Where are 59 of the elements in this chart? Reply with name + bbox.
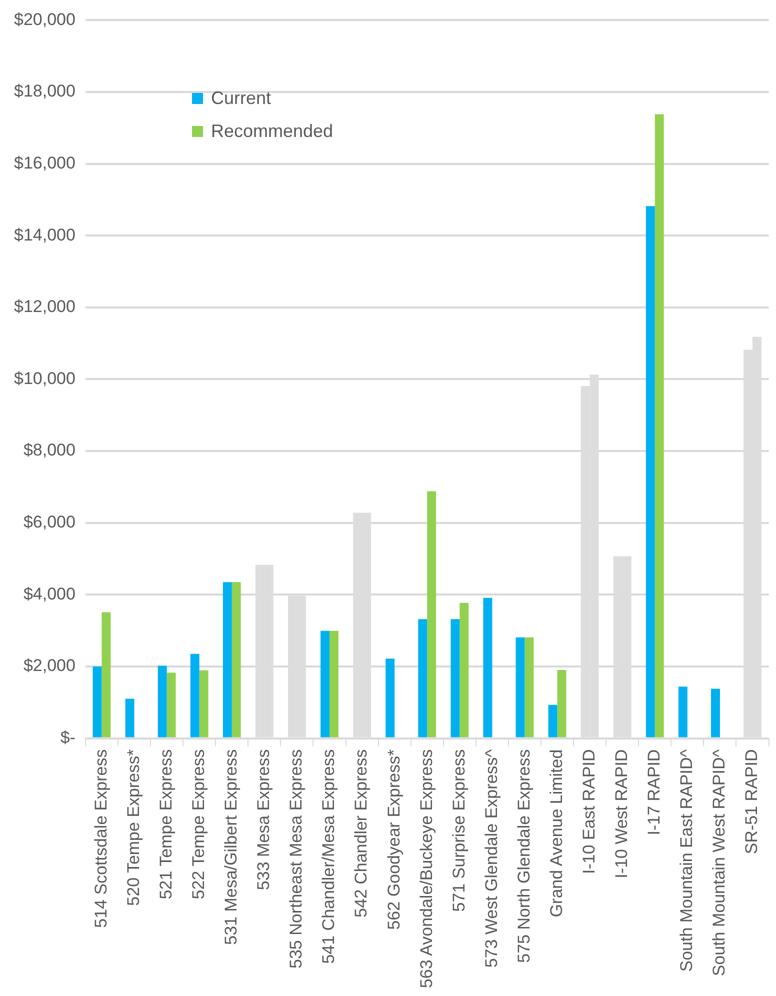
bar <box>557 670 566 738</box>
bar <box>427 491 436 738</box>
x-tick-label: 541 Chandler/Mesa Express <box>319 749 338 964</box>
bar <box>320 630 330 738</box>
bar <box>386 658 395 738</box>
bar <box>711 688 720 738</box>
bar <box>329 630 338 738</box>
x-tick-label: 562 Goodyear Express* <box>384 748 404 930</box>
bar <box>92 666 102 738</box>
y-tick-label: $2,000 <box>23 656 76 676</box>
x-tick-label: 521 Tempe Express <box>156 749 176 900</box>
y-tick-label: $14,000 <box>14 225 76 244</box>
bar <box>548 704 558 738</box>
x-tick-label: 522 Tempe Express <box>189 749 208 900</box>
y-tick-label: $12,000 <box>14 297 76 316</box>
bar <box>524 637 534 738</box>
x-tick-label: South Mountain West RAPID^ <box>710 749 729 976</box>
x-tick-label: Grand Avenue Limited <box>546 749 566 918</box>
bar <box>678 686 688 738</box>
x-tick-label: I-10 West RAPID <box>612 749 632 878</box>
x-tick-label: South Mountain East RAPID^ <box>677 749 696 972</box>
x-tick-label: 535 Northeast Mesa Express <box>286 749 306 968</box>
x-tick-label: 573 West Glendale Express^ <box>482 749 501 968</box>
y-tick-label: $- <box>60 728 76 747</box>
x-tick-label: 571 Surprise Express <box>449 749 468 912</box>
y-tick-label: $20,000 <box>14 10 76 29</box>
bar <box>516 637 525 738</box>
bar <box>190 654 200 738</box>
x-tick-label: 542 Chandler Express <box>352 749 371 918</box>
bar <box>102 612 111 738</box>
x-tick-label: 533 Mesa Express <box>254 749 274 890</box>
x-tick-label: I-17 RAPID <box>644 749 664 836</box>
bar <box>166 672 176 738</box>
y-tick-label: $4,000 <box>23 584 76 604</box>
x-tick-label: SR-51 RAPID <box>742 749 762 854</box>
bar <box>158 666 167 738</box>
bar <box>125 698 134 738</box>
y-tick-label: $10,000 <box>14 368 76 388</box>
x-tick-label: 520 Tempe Express* <box>124 748 143 906</box>
x-tick-label: 575 North Glendale Express <box>514 749 534 963</box>
x-tick-label: I-10 East RAPID <box>579 749 598 874</box>
y-tick-label: $16,000 <box>14 154 76 172</box>
bar <box>654 114 664 738</box>
y-tick-label: $6,000 <box>23 512 76 532</box>
bar <box>232 582 241 738</box>
bar <box>418 619 428 738</box>
bar <box>483 598 492 738</box>
bar <box>646 206 655 738</box>
bar <box>450 619 460 738</box>
legend-label: Recommended <box>211 121 334 142</box>
bar <box>222 582 232 738</box>
bar <box>460 602 469 738</box>
x-tick-label: 531 Mesa/Gilbert Express <box>222 749 241 945</box>
y-tick-label: $8,000 <box>23 440 76 460</box>
x-tick-label: 563 Avondale/Buckeye Express <box>416 749 436 988</box>
y-tick-label: $18,000 <box>14 82 76 101</box>
bar <box>199 670 208 738</box>
x-tick-label: 514 Scottsdale Express <box>91 749 110 928</box>
legend-label: Current <box>211 88 272 109</box>
